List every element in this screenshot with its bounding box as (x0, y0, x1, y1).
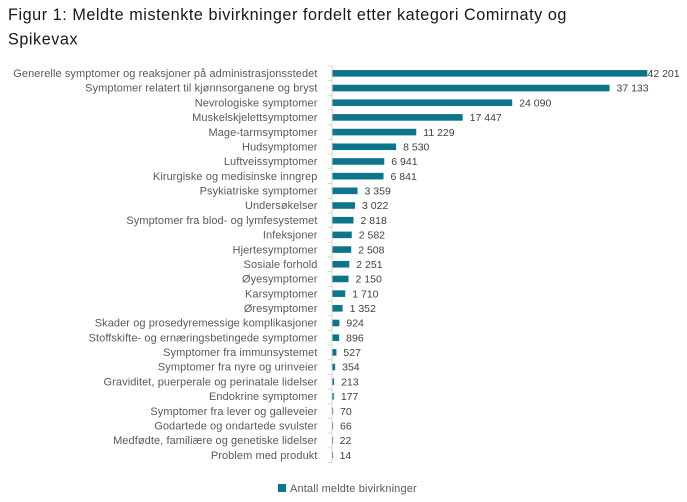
svg-text:Antall meldte bivirkninger: Antall meldte bivirkninger (290, 483, 417, 495)
svg-text:Stoffskifte- og ernæringsbetin: Stoffskifte- og ernæringsbetingede sympt… (89, 332, 318, 344)
svg-text:17 447: 17 447 (470, 112, 502, 124)
svg-text:22: 22 (340, 435, 352, 447)
svg-text:42 201: 42 201 (648, 68, 680, 80)
svg-text:Generelle symptomer og reaksjo: Generelle symptomer og reaksjoner på adm… (13, 68, 317, 80)
svg-text:1 710: 1 710 (352, 288, 378, 300)
svg-text:Hjertesymptomer: Hjertesymptomer (233, 244, 318, 256)
svg-text:Problem med produkt: Problem med produkt (211, 450, 318, 462)
svg-text:527: 527 (343, 347, 361, 359)
svg-text:2 818: 2 818 (361, 215, 387, 227)
svg-text:Nevrologiske symptomer: Nevrologiske symptomer (195, 97, 318, 109)
svg-text:66: 66 (340, 420, 352, 432)
svg-text:Psykiatriske symptomer: Psykiatriske symptomer (200, 186, 318, 198)
svg-text:177: 177 (341, 391, 359, 403)
svg-text:6 841: 6 841 (391, 171, 417, 183)
svg-text:11 229: 11 229 (423, 127, 454, 139)
svg-text:2 251: 2 251 (356, 259, 382, 271)
svg-text:70: 70 (340, 406, 352, 418)
svg-text:Karsymptomer: Karsymptomer (245, 288, 318, 300)
svg-text:Infeksjoner: Infeksjoner (263, 230, 318, 242)
svg-text:6 941: 6 941 (391, 156, 417, 168)
svg-text:3 359: 3 359 (365, 186, 391, 198)
svg-text:924: 924 (346, 318, 364, 330)
svg-text:1 352: 1 352 (350, 303, 376, 315)
svg-text:Graviditet, puerperale og peri: Graviditet, puerperale og perinatale lid… (104, 376, 318, 388)
svg-text:Øyesymptomer: Øyesymptomer (242, 274, 318, 286)
svg-text:Muskelskjelettsymptomer: Muskelskjelettsymptomer (192, 112, 318, 124)
svg-text:8 530: 8 530 (403, 141, 429, 153)
svg-text:Mage-tarmsymptomer: Mage-tarmsymptomer (208, 127, 317, 139)
svg-text:3 022: 3 022 (362, 200, 388, 212)
svg-text:213: 213 (341, 376, 359, 388)
svg-text:Endokrine symptomer: Endokrine symptomer (209, 391, 318, 403)
svg-text:2 508: 2 508 (358, 244, 384, 256)
svg-text:2 582: 2 582 (359, 230, 385, 242)
svg-text:Symptomer fra immunsystemet: Symptomer fra immunsystemet (163, 347, 317, 359)
svg-text:354: 354 (342, 362, 360, 374)
svg-text:896: 896 (346, 332, 364, 344)
svg-text:Symptomer fra nyre og urinveie: Symptomer fra nyre og urinveier (158, 362, 318, 374)
svg-text:Luftveissymptomer: Luftveissymptomer (224, 156, 318, 168)
svg-text:Symptomer fra blod- og lymfesy: Symptomer fra blod- og lymfesystemet (126, 215, 317, 227)
svg-text:14: 14 (340, 450, 352, 462)
svg-text:Hudsymptomer: Hudsymptomer (242, 141, 318, 153)
svg-text:Symptomer relatert til kjønnso: Symptomer relatert til kjønnsorganene og… (85, 83, 317, 95)
svg-text:Kirurgiske og medisinske inngr: Kirurgiske og medisinske inngrep (153, 171, 318, 183)
svg-text:Symptomer fra lever og galleve: Symptomer fra lever og galleveier (150, 406, 317, 418)
svg-text:Skader og prosedyremessige kom: Skader og prosedyremessige komplikasjone… (95, 318, 318, 330)
svg-text:Øresymptomer: Øresymptomer (244, 303, 318, 315)
svg-text:Sosiale forhold: Sosiale forhold (244, 259, 318, 271)
svg-text:Godartede og ondartede svulste: Godartede og ondartede svulster (154, 420, 318, 432)
svg-text:Medfødte, familiære og genetis: Medfødte, familiære og genetiske lidelse… (113, 435, 318, 447)
svg-text:37 133: 37 133 (617, 83, 649, 95)
svg-text:Undersøkelser: Undersøkelser (245, 200, 318, 212)
svg-text:2 150: 2 150 (356, 274, 382, 286)
svg-text:24 090: 24 090 (519, 97, 551, 109)
svg-text:Spikevax: Spikevax (8, 30, 78, 48)
svg-text:Figur 1: Meldte mistenkte bivi: Figur 1: Meldte mistenkte bivirkninger f… (8, 6, 567, 24)
